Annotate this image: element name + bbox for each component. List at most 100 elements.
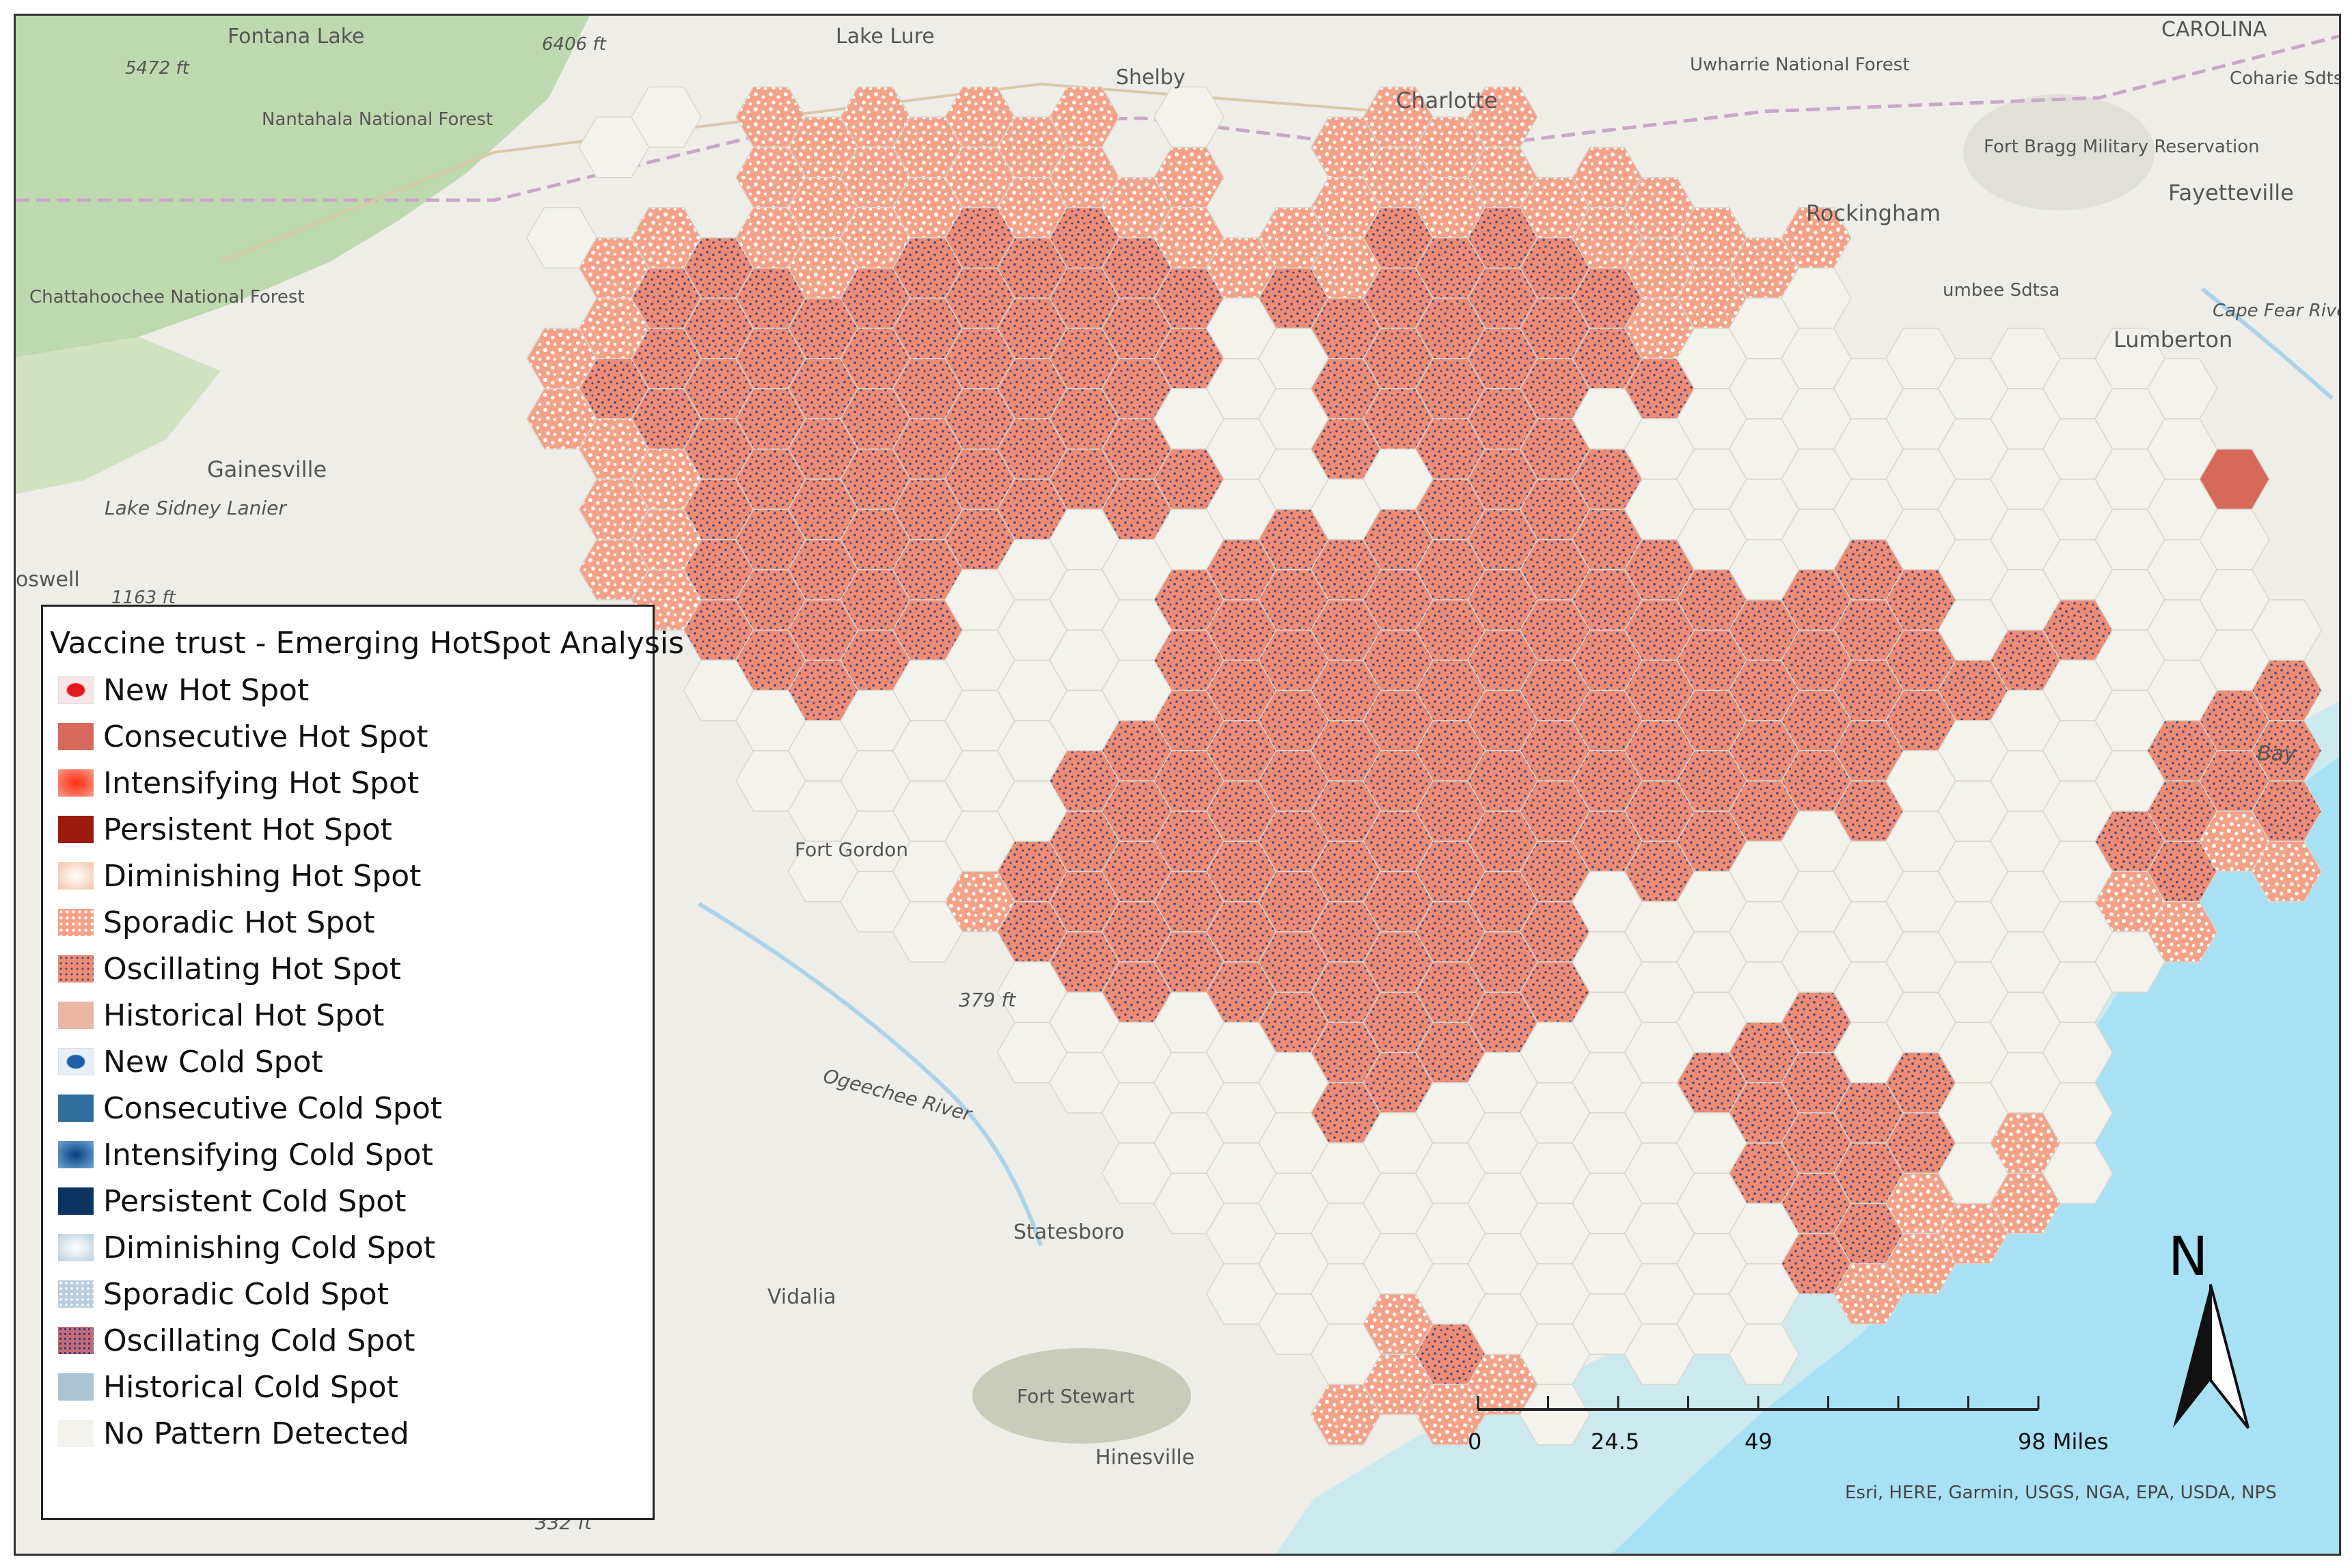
place-label: umbee Sdtsa: [1943, 280, 2060, 301]
river-cape-fear: [2201, 287, 2334, 400]
legend-label: Consecutive Hot Spot: [103, 719, 428, 754]
scale-label-98: 98 Miles: [2018, 1429, 2109, 1455]
mountain-forest-region: [16, 16, 590, 357]
place-label: CAROLINA: [2161, 18, 2267, 42]
legend-title: Vaccine trust - Emerging HotSpot Analysi…: [50, 626, 685, 661]
legend-swatch: [58, 955, 94, 982]
place-label: Lake Sidney Lanier: [105, 497, 287, 519]
legend-label: Sporadic Hot Spot: [103, 905, 375, 940]
place-label: Lake Lure: [836, 25, 935, 49]
legend-swatch: [58, 1187, 94, 1215]
legend-label: Persistent Hot Spot: [103, 812, 392, 847]
legend-label: Persistent Cold Spot: [103, 1183, 407, 1219]
legend-label: New Hot Spot: [103, 672, 310, 708]
north-arrow-icon: [2173, 1284, 2250, 1429]
legend-label: Consecutive Cold Spot: [103, 1090, 442, 1126]
map-attribution: Esri, HERE, Garmin, USGS, NGA, EPA, USDA…: [1845, 1483, 2277, 1503]
legend-item: Sporadic Hot Spot: [58, 902, 374, 943]
sporadic-hot-spot-hex: [2251, 840, 2323, 903]
state-border: [16, 34, 2339, 202]
scale-label-0: 0: [1468, 1429, 1482, 1455]
legend-item: No Pattern Detected: [58, 1413, 409, 1454]
place-label: Coharie Sdtsa: [2230, 68, 2341, 89]
legend-label: Sporadic Cold Spot: [103, 1276, 389, 1312]
hex-grid-layer: [526, 86, 2323, 1446]
legend-swatch: [58, 1048, 94, 1075]
legend-swatch: [58, 1373, 94, 1401]
legend-label: Intensifying Cold Spot: [103, 1137, 433, 1172]
legend-item: Intensifying Cold Spot: [58, 1134, 433, 1175]
legend-item: Oscillating Hot Spot: [58, 948, 401, 989]
legend-item: Diminishing Cold Spot: [58, 1227, 435, 1268]
fort-bragg-area: [1963, 94, 2155, 210]
place-label: Cape Fear River: [2213, 301, 2341, 321]
place-label: Shelby: [1116, 66, 1186, 90]
place-label: Rockingham: [1806, 200, 1941, 226]
legend-swatch: [58, 723, 94, 750]
legend-label: Diminishing Hot Spot: [103, 858, 422, 894]
sporadic-hot-spot-hex: [1990, 1172, 2061, 1235]
place-label: Uwharrie National Forest: [1690, 55, 1910, 75]
legend-item: Diminishing Hot Spot: [58, 855, 421, 896]
legend-label: Historical Hot Spot: [103, 998, 385, 1033]
legend-item: Historical Cold Spot: [58, 1366, 398, 1407]
place-label: Fort Bragg Military Reservation: [1984, 137, 2260, 157]
no-pattern-hex: [2094, 931, 2165, 993]
legend-item: Persistent Cold Spot: [58, 1181, 406, 1222]
legend-item: New Hot Spot: [58, 670, 309, 711]
legend-item: Sporadic Cold Spot: [58, 1274, 389, 1315]
legend-item: Oscillating Cold Spot: [58, 1320, 415, 1361]
place-label: Vidalia: [767, 1285, 836, 1309]
no-pattern-hex: [1519, 1384, 1591, 1446]
legend-swatch: [58, 816, 94, 843]
legend-swatch: [58, 909, 94, 936]
no-pattern-hex: [1728, 1323, 1800, 1386]
legend-swatch: [58, 1095, 94, 1122]
place-label: 379 ft: [959, 989, 1016, 1011]
place-label: Nantahala National Forest: [262, 109, 493, 130]
place-label: 6406 ft: [542, 34, 607, 55]
place-label: Fort Gordon: [795, 838, 908, 861]
place-label: Bay: [2257, 742, 2297, 766]
legend-swatch: [58, 1420, 94, 1447]
place-label: Fort Stewart: [1017, 1385, 1134, 1407]
no-pattern-hex: [631, 86, 702, 148]
legend-item: Consecutive Cold Spot: [58, 1088, 442, 1129]
north-arrow-label: N: [2168, 1226, 2209, 1288]
legend-item: Persistent Hot Spot: [58, 809, 392, 850]
legend-swatch: [58, 1141, 94, 1168]
legend-swatch: [58, 676, 94, 704]
legend-swatch: [58, 1280, 94, 1308]
map-legend: Vaccine trust - Emerging HotSpot Analysi…: [41, 605, 684, 1520]
legend-label: No Pattern Detected: [103, 1416, 409, 1451]
legend-swatch: [58, 862, 94, 890]
place-label: Lumberton: [2114, 327, 2232, 353]
legend-label: Intensifying Hot Spot: [103, 765, 420, 801]
river-ogeechee: [698, 902, 1043, 1246]
legend-label: Diminishing Cold Spot: [103, 1230, 435, 1265]
scale-label-49: 49: [1745, 1429, 1773, 1455]
legend-item: New Cold Spot: [58, 1041, 323, 1082]
place-label: Hinesville: [1095, 1446, 1194, 1470]
place-label: Charlotte: [1396, 87, 1498, 113]
place-label: Fontana Lake: [228, 25, 365, 49]
legend-label: Historical Cold Spot: [103, 1369, 398, 1405]
scale-bar: [1477, 1396, 2040, 1411]
place-label: Chattahoochee National Forest: [29, 287, 305, 307]
legend-label: New Cold Spot: [103, 1044, 323, 1079]
legend-swatch: [58, 1002, 94, 1029]
place-label: Gainesville: [207, 456, 327, 482]
place-label: Fayetteville: [2168, 180, 2294, 206]
forest-region-south: [16, 337, 221, 494]
place-label: oswell: [16, 568, 80, 592]
legend-swatch: [58, 1327, 94, 1354]
legend-swatch: [58, 769, 94, 797]
scale-label-24-5: 24.5: [1591, 1429, 1640, 1455]
sporadic-hot-spot-hex: [1885, 1233, 1956, 1295]
legend-label: Oscillating Hot Spot: [103, 951, 401, 987]
legend-item: Historical Hot Spot: [58, 995, 384, 1036]
legend-item: Consecutive Hot Spot: [58, 716, 428, 757]
place-label: 5472 ft: [125, 58, 190, 79]
legend-label: Oscillating Cold Spot: [103, 1323, 415, 1358]
legend-item: Intensifying Hot Spot: [58, 762, 419, 803]
